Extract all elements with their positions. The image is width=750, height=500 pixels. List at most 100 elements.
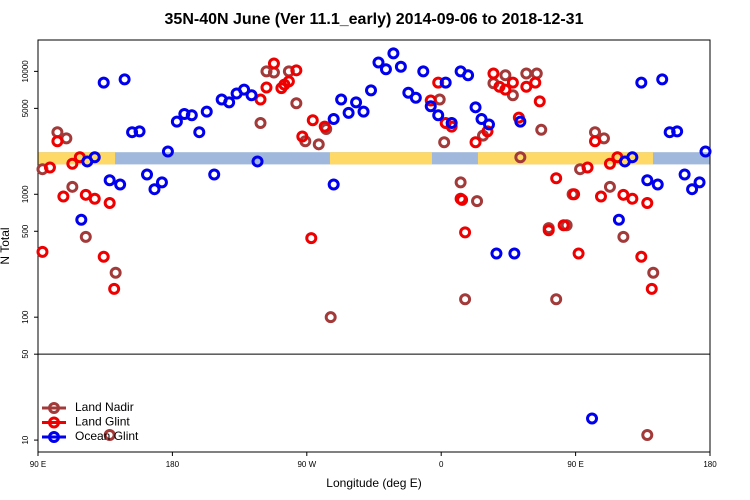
data-point <box>499 69 512 82</box>
data-point <box>251 155 264 168</box>
data-point <box>223 96 236 109</box>
data-point <box>651 178 664 191</box>
y-tick-label: 10000 <box>21 60 30 83</box>
data-point <box>133 125 146 138</box>
data-point <box>693 176 706 189</box>
y-tick-label: 10 <box>21 435 30 444</box>
data-point <box>520 80 533 93</box>
data-point <box>109 266 122 279</box>
data-point <box>535 123 548 136</box>
data-point <box>626 192 639 205</box>
land-band <box>329 152 432 165</box>
data-point <box>469 101 482 114</box>
y-tick-label: 500 <box>21 224 30 238</box>
data-point <box>586 412 599 425</box>
x-tick-label: 90 E <box>30 460 46 469</box>
legend-label: Ocean Glint <box>75 429 139 443</box>
data-point <box>514 115 527 128</box>
data-point <box>312 138 325 151</box>
data-point <box>471 195 484 208</box>
data-point <box>432 76 445 89</box>
data-point <box>66 157 79 170</box>
data-point <box>306 114 319 127</box>
data-point <box>612 213 625 226</box>
y-tick-label: 50 <box>21 349 30 358</box>
data-point <box>141 168 154 181</box>
data-point <box>432 109 445 122</box>
data-point <box>57 190 70 203</box>
data-point <box>482 118 495 131</box>
data-point <box>350 96 363 109</box>
data-point <box>506 76 519 89</box>
data-point <box>208 168 221 181</box>
data-point <box>161 145 174 158</box>
data-point <box>103 174 116 187</box>
data-point <box>79 230 92 243</box>
data-point <box>656 73 669 86</box>
x-tick-label: 90 W <box>297 460 316 469</box>
data-point <box>66 180 79 193</box>
data-point <box>118 73 131 86</box>
data-point <box>245 89 258 102</box>
data-point <box>635 250 648 263</box>
data-point <box>490 247 503 260</box>
y-tick-label: 1000 <box>21 185 30 203</box>
data-point <box>514 151 527 164</box>
data-point <box>327 178 340 191</box>
data-point <box>185 109 198 122</box>
data-point <box>506 89 519 102</box>
data-point <box>170 115 183 128</box>
data-point <box>568 188 581 201</box>
data-point <box>475 112 488 125</box>
legend-marker <box>48 402 60 414</box>
data-point <box>508 247 521 260</box>
data-point <box>296 130 309 143</box>
data-point <box>97 250 110 263</box>
data-point <box>103 196 116 209</box>
legend-label: Land Nadir <box>75 400 134 414</box>
data-point <box>88 151 101 164</box>
data-point <box>424 100 437 113</box>
data-point <box>318 120 331 133</box>
data-point <box>148 183 161 196</box>
data-point <box>335 93 348 106</box>
data-point <box>641 174 654 187</box>
data-point <box>108 282 121 295</box>
data-point <box>462 69 475 82</box>
data-point <box>439 76 452 89</box>
legend-marker <box>48 431 60 443</box>
data-point <box>533 95 546 108</box>
data-point <box>589 135 602 148</box>
data-point <box>254 93 267 106</box>
data-point <box>290 97 303 110</box>
data-point <box>88 192 101 205</box>
data-point <box>645 282 658 295</box>
data-point <box>155 176 168 189</box>
data-point <box>103 429 116 442</box>
data-point <box>529 76 542 89</box>
data-point <box>647 266 660 279</box>
data-point <box>671 125 684 138</box>
chart-title: 35N-40N June (Ver 11.1_early) 2014-09-06… <box>165 11 584 28</box>
x-tick-label: 90 E <box>567 460 583 469</box>
y-tick-label: 100 <box>21 310 30 324</box>
data-point <box>603 180 616 193</box>
data-point <box>581 161 594 174</box>
data-point <box>114 178 127 191</box>
data-point <box>372 56 385 69</box>
data-point <box>357 105 370 118</box>
data-point <box>499 83 512 96</box>
data-point <box>97 76 110 89</box>
data-point <box>254 117 267 130</box>
data-point <box>342 106 355 119</box>
data-point <box>572 247 585 260</box>
x-axis-label: Longitude (deg E) <box>326 476 421 490</box>
data-point <box>626 151 639 164</box>
data-point <box>379 63 392 76</box>
data-point <box>542 224 555 237</box>
data-point <box>550 293 563 306</box>
data-point <box>387 47 400 60</box>
data-point <box>75 213 88 226</box>
data-point <box>445 117 458 130</box>
data-point <box>641 196 654 209</box>
